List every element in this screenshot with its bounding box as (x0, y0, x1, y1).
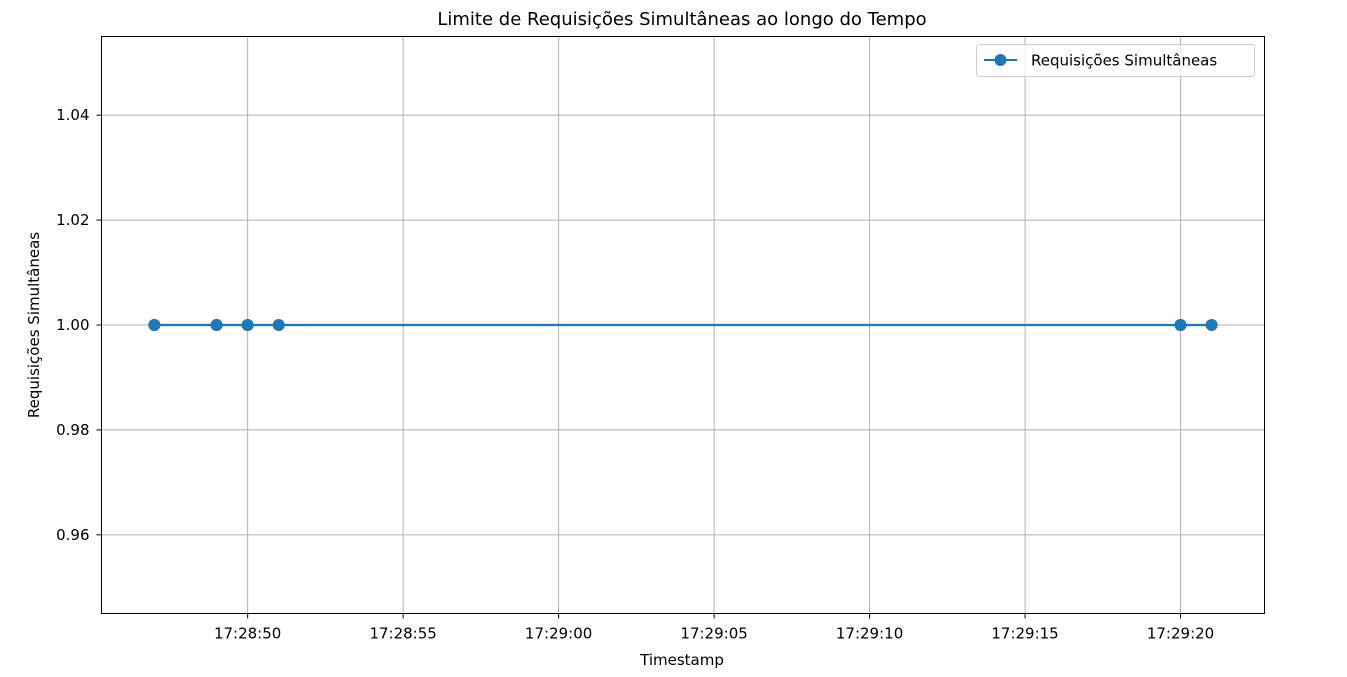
data-point (272, 319, 285, 331)
legend: Requisições Simultâneas (976, 44, 1255, 77)
y-tick-label: 1.04 (56, 106, 89, 124)
legend-label: Requisições Simultâneas (1031, 52, 1217, 70)
data-point (241, 319, 254, 331)
x-tick-label: 17:29:20 (1147, 625, 1214, 643)
y-axis: 0.96 0.98 1.00 1.02 1.04 (56, 106, 102, 544)
x-tick-label: 17:29:00 (525, 625, 592, 643)
data-point (1205, 319, 1218, 331)
x-axis-label: Timestamp (639, 651, 724, 669)
x-tick-label: 17:29:10 (836, 625, 903, 643)
chart-title: Limite de Requisições Simultâneas ao lon… (437, 9, 926, 30)
x-axis: 17:28:50 17:28:55 17:29:00 17:29:05 17:29:10… (214, 613, 1214, 643)
y-tick-label: 1.02 (56, 211, 89, 229)
series-layer (148, 319, 1218, 331)
legend-marker (994, 54, 1007, 66)
x-tick-label: 17:29:15 (991, 625, 1058, 643)
y-tick-label: 0.96 (56, 526, 89, 544)
y-tick-label: 0.98 (56, 421, 89, 439)
data-point (1174, 319, 1187, 331)
legend-box (976, 44, 1255, 77)
data-point (148, 319, 161, 331)
y-tick-label: 1.00 (56, 316, 89, 334)
x-tick-label: 17:28:50 (214, 625, 281, 643)
x-tick-label: 17:28:55 (369, 625, 436, 643)
y-axis-label: Requisições Simultâneas (25, 232, 43, 418)
x-tick-label: 17:29:05 (680, 625, 747, 643)
data-point (210, 319, 223, 331)
